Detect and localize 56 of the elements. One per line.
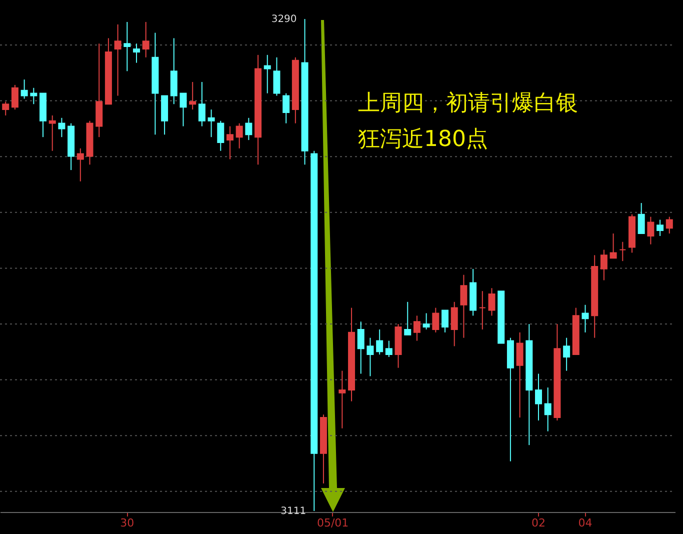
- candlestick: [460, 274, 468, 338]
- candlestick: [610, 233, 617, 259]
- candlestick: [226, 126, 234, 160]
- candlestick: [442, 310, 449, 333]
- candlestick: [245, 117, 252, 141]
- candlestick: [114, 24, 122, 96]
- candlestick: [58, 117, 66, 138]
- candlestick: [666, 216, 673, 234]
- candlestick: [11, 84, 18, 110]
- candlestick: [385, 340, 392, 358]
- candlestick: [236, 122, 243, 149]
- candlestick: [30, 87, 38, 105]
- candlestick: [132, 43, 140, 64]
- annotation: 上周四，初请引爆白银: [358, 91, 578, 116]
- candlestick: [647, 216, 654, 245]
- candlestick: [376, 328, 384, 356]
- candlestick: [180, 92, 187, 127]
- candlestick: [208, 109, 215, 138]
- annotation: 狂泻近180点: [358, 127, 488, 152]
- candlestick: [273, 56, 280, 96]
- candlestick: [563, 337, 570, 372]
- candlestick: [189, 81, 196, 110]
- candlestick: [404, 301, 412, 336]
- x-tick-label: 02: [532, 516, 546, 530]
- candlestick: [124, 21, 131, 72]
- candlestick: [48, 114, 56, 152]
- annotation: 3290: [271, 14, 297, 25]
- candlestick: [366, 337, 374, 377]
- annotation: 3111: [280, 506, 306, 517]
- x-tick-label: 30: [120, 516, 134, 530]
- candlestick: [450, 301, 458, 347]
- x-tick-label: 04: [578, 516, 592, 530]
- candlestick: [413, 315, 420, 342]
- candlestick: [656, 219, 664, 236]
- candlestick: [357, 321, 364, 374]
- candlestick: [600, 249, 608, 281]
- candlestick: [422, 312, 430, 330]
- candlestick: [638, 202, 645, 234]
- candlestick: [282, 92, 290, 124]
- candlestick: [535, 373, 542, 421]
- candlestick: [516, 332, 524, 418]
- candlestick: [217, 120, 224, 152]
- candlestick: [2, 101, 10, 116]
- candlestick: [619, 241, 626, 262]
- candlestick: [20, 79, 28, 100]
- candlestick: [338, 370, 346, 429]
- candlestick: [264, 54, 271, 94]
- candlestick: [544, 387, 552, 432]
- candlestick: [198, 81, 206, 127]
- candlestick: [488, 288, 496, 316]
- x-tick-label: 05/01: [316, 516, 349, 530]
- candlestick: [478, 290, 486, 330]
- candlestick: [142, 21, 150, 58]
- candlestick: [76, 148, 84, 182]
- candlestick: [432, 307, 440, 333]
- candlestick: [582, 304, 589, 333]
